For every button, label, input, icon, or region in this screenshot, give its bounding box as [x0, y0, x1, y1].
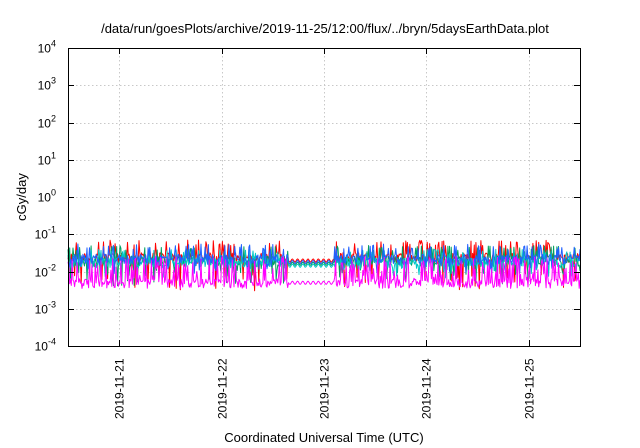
y-tick-label: 104	[38, 39, 56, 56]
x-tick-label: 2019-11-24	[420, 358, 434, 419]
grid-lines	[68, 48, 580, 346]
x-axis: 2019-11-21 2019-11-22 2019-11-23 2019-11-24…	[113, 48, 537, 419]
y-tick-label: 103	[38, 76, 56, 93]
y-tick-label: 101	[38, 151, 56, 168]
y-tick-label: 100	[38, 188, 56, 205]
series-layer	[67, 239, 581, 292]
x-axis-label: Coordinated Universal Time (UTC)	[224, 430, 423, 445]
y-tick-label: 10-4	[35, 337, 56, 354]
x-tick-label: 2019-11-21	[113, 358, 127, 419]
x-tick-label: 2019-11-22	[216, 358, 230, 419]
chart-title: /data/run/goesPlots/archive/2019-11-25/1…	[101, 21, 549, 36]
x-tick-label: 2019-11-23	[318, 358, 332, 419]
x-tick-label: 2019-11-25	[523, 358, 537, 419]
y-tick-label: 10-3	[35, 300, 56, 317]
y-axis-label: cGy/day	[14, 173, 29, 221]
y-tick-label: 102	[38, 114, 56, 131]
y-axis: 10-4 10-3 10-2 10-1 100 101 102 103 104	[35, 39, 580, 354]
series-line	[67, 243, 581, 276]
y-tick-label: 10-1	[35, 225, 56, 242]
y-tick-label: 10-2	[35, 263, 56, 280]
series-line	[67, 256, 581, 289]
